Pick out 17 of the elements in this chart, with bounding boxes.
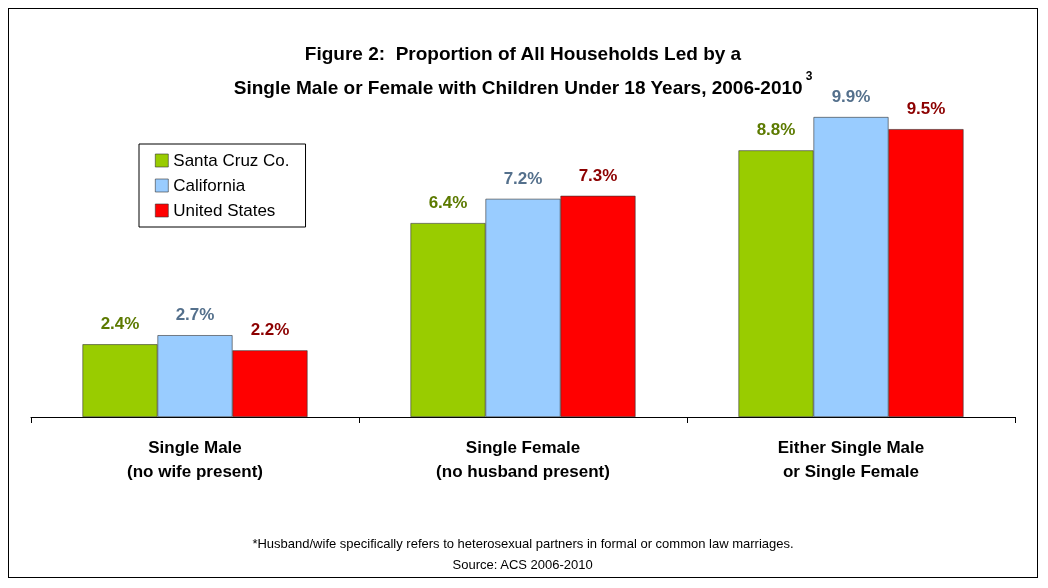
data-label: 7.2% — [503, 168, 543, 188]
data-label: 2.4% — [100, 314, 140, 334]
data-label: 8.8% — [756, 120, 796, 140]
text: *Husband/wife specifically refers to heterosexual partners in formal or common law marriages. — [252, 536, 794, 551]
legend-label: Santa Cruz Co. — [173, 151, 290, 170]
x-tick-label: Either Single Male or Single Female — [777, 437, 925, 481]
legend-label: United States — [173, 201, 276, 220]
data-label: 2.2% — [250, 320, 290, 340]
x-tick-label: Single Female (no husband present) — [436, 437, 610, 481]
data-label: 2.7% — [175, 305, 215, 325]
x-tick-label: Single Male (no wife present) — [126, 437, 264, 481]
data-label: 9.9% — [831, 87, 871, 107]
data-label: 9.5% — [906, 99, 946, 119]
legend-label: California — [173, 176, 246, 195]
data-label: 6.4% — [428, 193, 468, 213]
data-label: 7.3% — [578, 165, 618, 185]
source-note: Source: ACS 2006-2010 — [452, 557, 593, 572]
